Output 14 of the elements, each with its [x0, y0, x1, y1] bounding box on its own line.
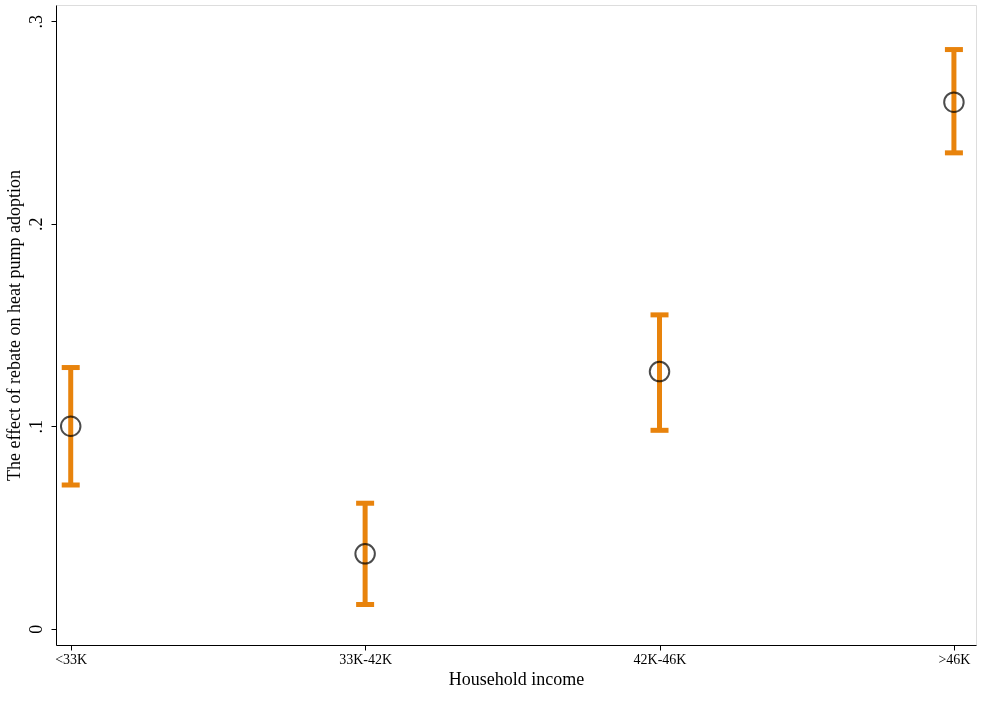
y-tick-label: 0 — [25, 624, 46, 634]
point — [648, 360, 671, 383]
x-axis-title: Household income — [448, 668, 585, 689]
x-tick-label: <33K — [55, 651, 88, 667]
x-tick-label: 42K-46K — [633, 651, 687, 667]
y-tick-label: .1 — [25, 420, 46, 434]
y-tick-label: .3 — [25, 14, 46, 29]
point — [59, 415, 82, 437]
x-tick-label: >46K — [938, 651, 971, 667]
x-tick-label: 33K-42K — [339, 651, 393, 667]
y-tick-label: .2 — [25, 217, 46, 231]
point — [943, 91, 965, 113]
y-axis-title: The effect of rebate on heat pump adoption — [3, 169, 24, 482]
point — [354, 543, 376, 565]
